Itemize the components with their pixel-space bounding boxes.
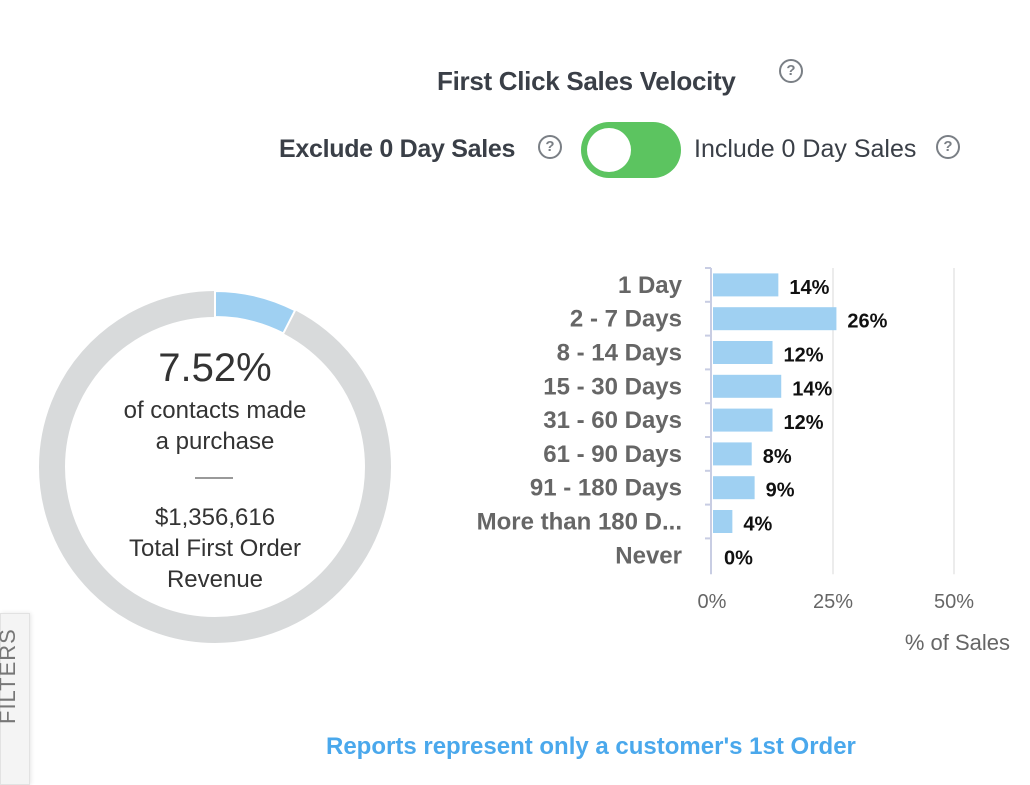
data-label: 26% [847, 311, 887, 333]
purchase-percent: 7.52% [158, 346, 272, 390]
sales-velocity-bar-chart: 0% 25% 50% 1 Day 14% 2 - 7 Days 26% 8 - 14 Days… [477, 267, 1010, 650]
question-circle-icon[interactable]: ? [538, 135, 562, 159]
bar [713, 307, 837, 331]
question-circle-icon[interactable]: ? [779, 59, 803, 83]
bar [713, 476, 755, 500]
data-label: 8% [763, 446, 792, 468]
footer-note: Reports represent only a customer's 1st … [326, 733, 856, 760]
x-tick-label: 50% [934, 591, 974, 613]
bar [713, 341, 773, 364]
category-label: 1 Day [618, 272, 683, 299]
donut-segment-purchased [214, 289, 297, 335]
bar [713, 442, 752, 466]
x-tick-label: 0% [698, 591, 727, 613]
zero-day-sales-toggle[interactable] [581, 122, 681, 178]
purchase-caption-line1: of contacts made [123, 397, 307, 424]
purchase-donut-chart [39, 289, 391, 643]
category-label: 91 - 180 Days [530, 475, 682, 502]
data-label: 14% [789, 277, 829, 299]
category-label: Never [615, 542, 682, 569]
include-zero-day-label: Include 0 Day Sales [694, 135, 917, 163]
category-label: 31 - 60 Days [543, 407, 682, 434]
revenue-caption-line2: Revenue [166, 566, 264, 593]
bar [713, 273, 779, 297]
data-label: 14% [792, 378, 832, 400]
data-label: 0% [724, 547, 753, 569]
category-label: 15 - 30 Days [543, 373, 682, 400]
divider [195, 477, 233, 479]
category-label: More than 180 D... [477, 509, 682, 536]
bar [713, 510, 733, 533]
data-label: 9% [766, 480, 795, 502]
toggle-knob [587, 128, 631, 172]
bar [713, 374, 782, 398]
purchase-caption-line2: a purchase [155, 428, 275, 455]
exclude-zero-day-label: Exclude 0 Day Sales [279, 135, 516, 163]
x-tick-label: 25% [813, 591, 853, 613]
category-label: 61 - 90 Days [543, 441, 682, 468]
chart-title: First Click Sales Velocity [437, 66, 736, 96]
question-circle-icon[interactable]: ? [936, 135, 960, 159]
category-label: 8 - 14 Days [557, 340, 682, 367]
category-label: 2 - 7 Days [570, 306, 682, 333]
filters-tab[interactable]: FILTERS [0, 613, 30, 785]
x-axis-title: % of Sales [905, 630, 1010, 650]
bar [713, 408, 773, 432]
data-label: 12% [784, 345, 824, 367]
revenue-caption-line1: Total First Order [128, 535, 302, 562]
filters-tab-label: FILTERS [0, 628, 20, 724]
revenue-value: $1,356,616 [154, 504, 276, 531]
data-label: 12% [784, 412, 824, 434]
data-label: 4% [743, 514, 772, 536]
